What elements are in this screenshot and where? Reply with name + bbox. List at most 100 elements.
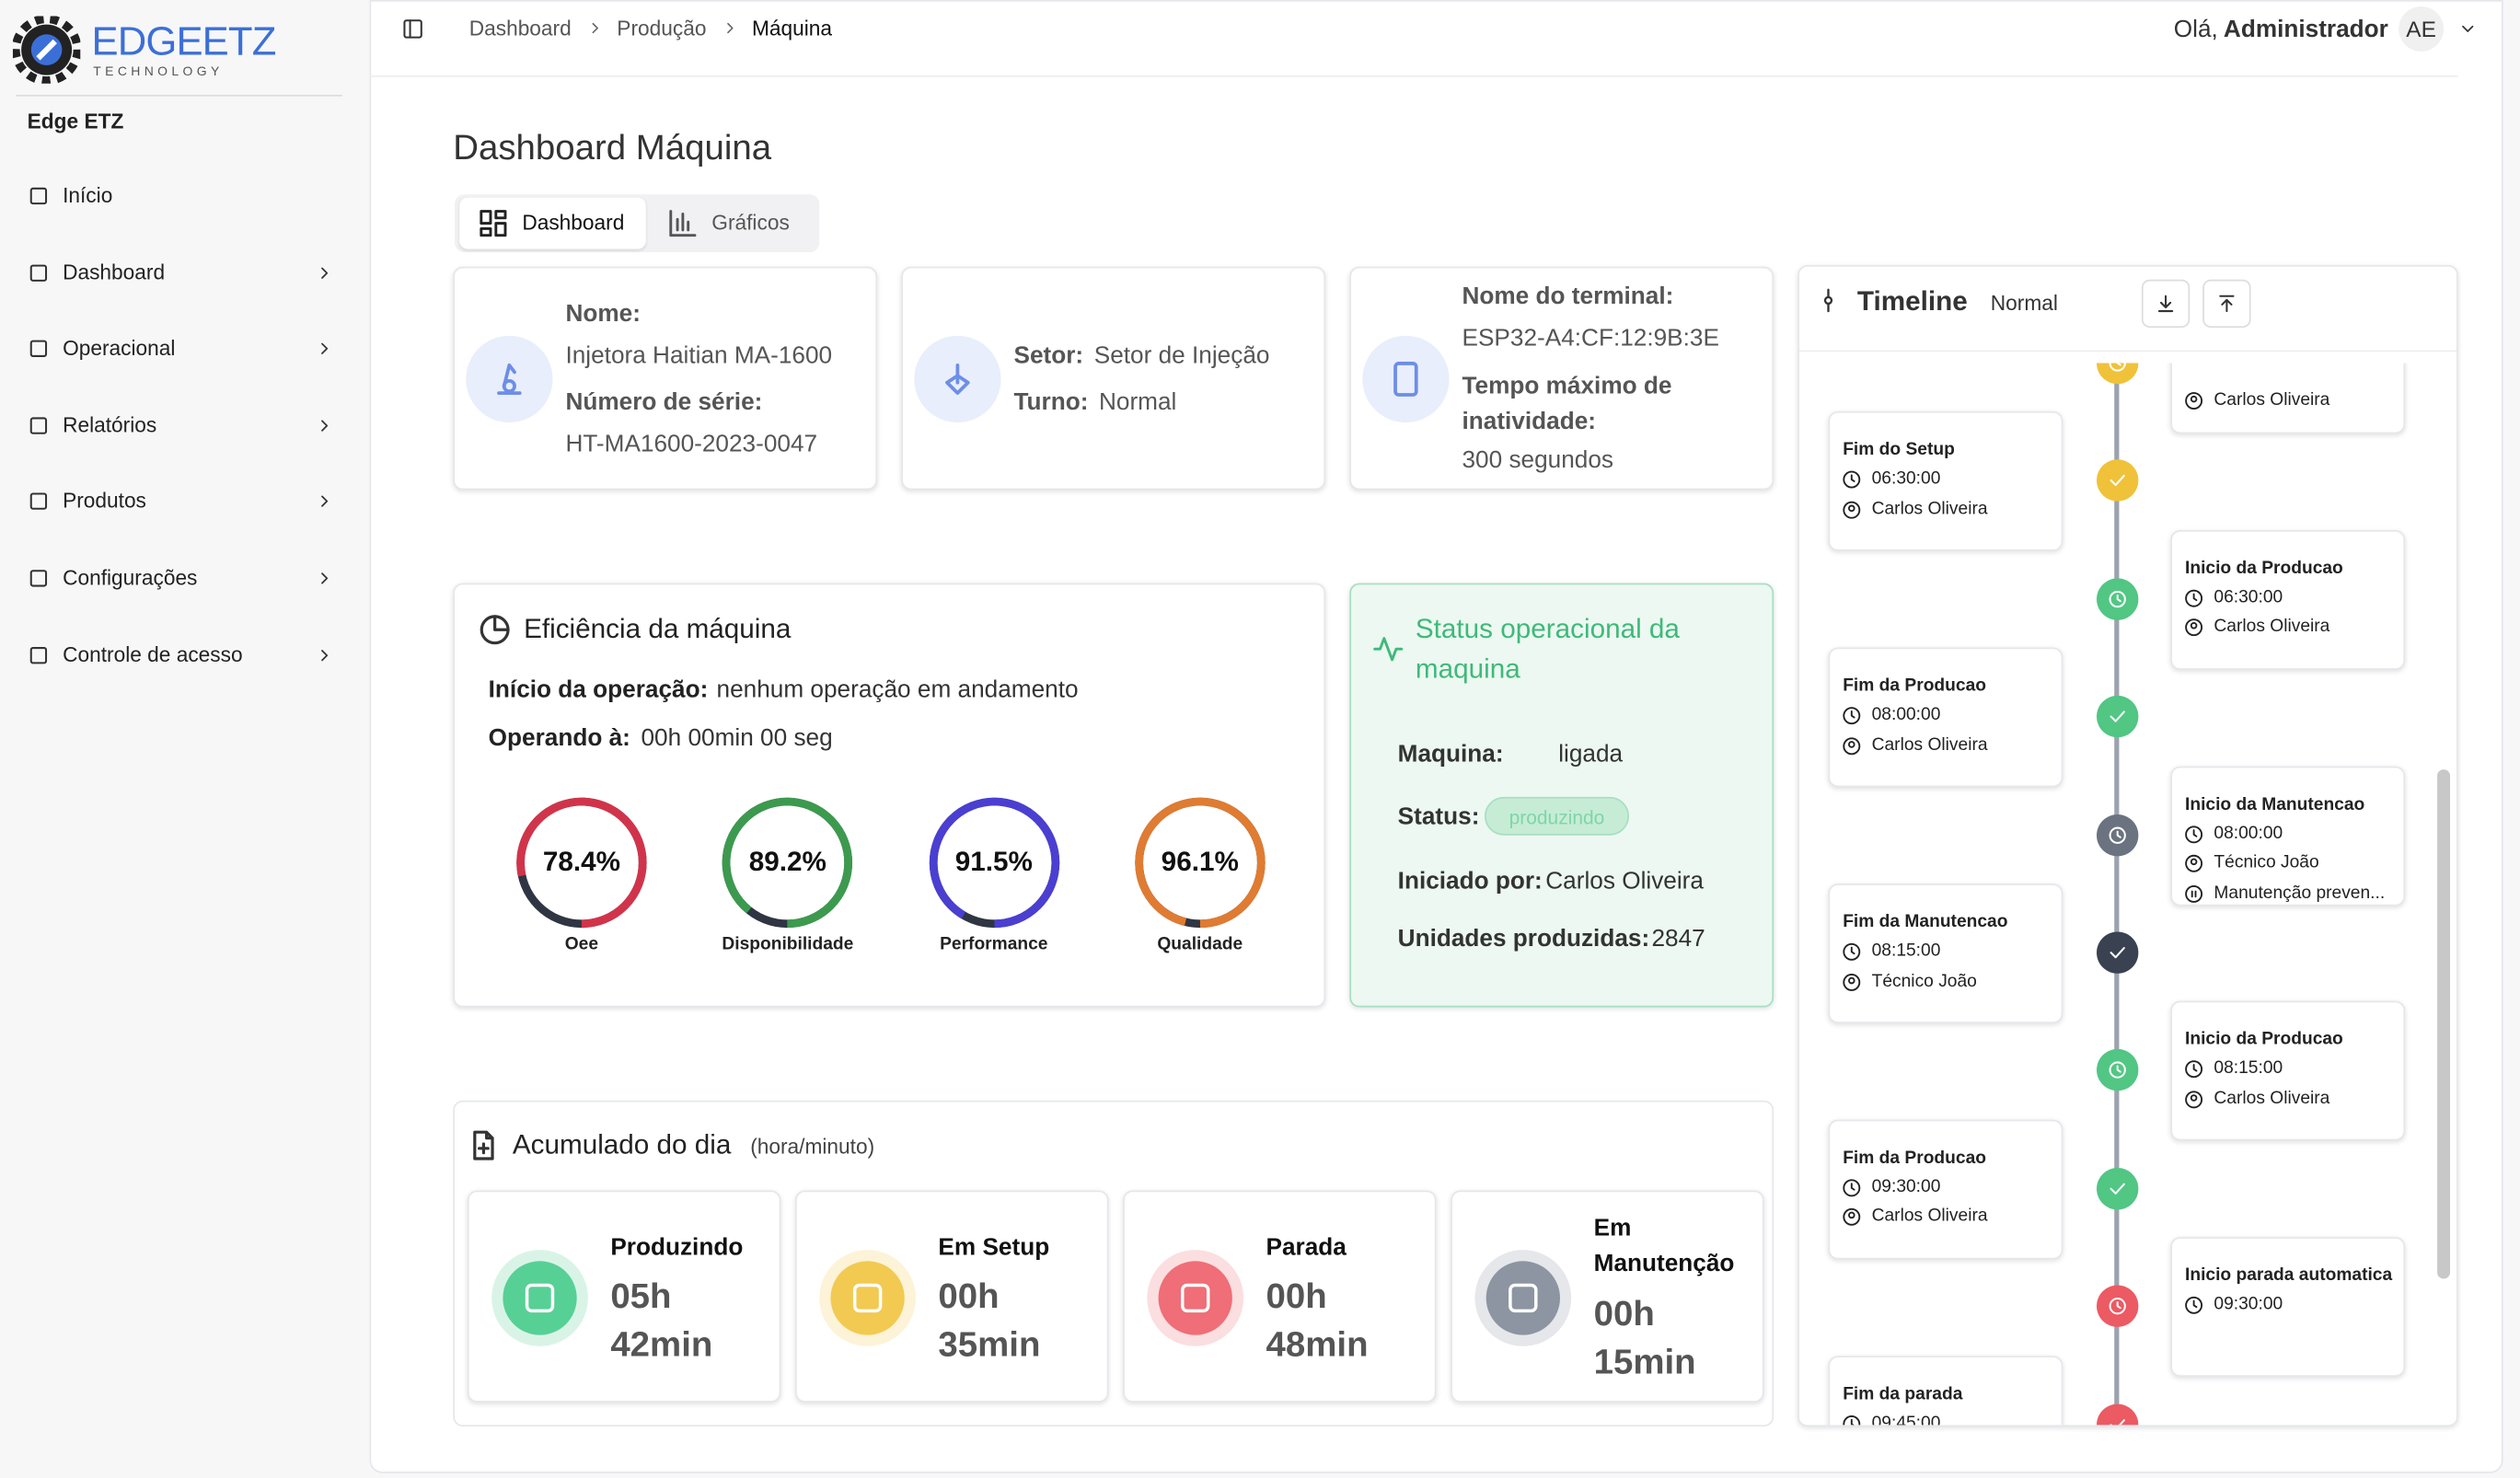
icon <box>1823 288 1833 313</box>
info-text: Nome: <box>565 300 641 329</box>
icon <box>2110 1183 2125 1195</box>
timeline-dot <box>2097 1167 2139 1210</box>
icon <box>2462 25 2474 32</box>
timeline-event: Inicio da Manutencao 08:00:00 Técnico João… <box>2170 765 2406 906</box>
info-card: Nome: Injetora Haitian MA-1600 Número de s… <box>453 266 878 491</box>
icon <box>321 572 329 584</box>
icon <box>321 267 329 279</box>
icon <box>1843 942 1861 961</box>
timeline-event: Carlos Oliveira <box>2170 363 2406 434</box>
icon-bg <box>1362 335 1450 423</box>
gauge-value: 96.1% <box>1161 846 1239 878</box>
icon <box>2157 294 2174 313</box>
icon <box>2185 1060 2203 1079</box>
value: Carlos Oliveira <box>1545 867 1704 895</box>
icon-circle <box>1158 1261 1232 1335</box>
brand-name: EDGEETZ <box>91 18 276 64</box>
event-user: Carlos Oliveira <box>2214 390 2330 410</box>
value: ligada <box>1558 740 1624 768</box>
brand-sub: TECHNOLOGY <box>93 64 224 79</box>
nav-item[interactable]: Dashboard <box>63 260 166 284</box>
icon <box>29 417 48 434</box>
icon <box>29 647 48 664</box>
divider <box>16 94 342 97</box>
tab[interactable]: Gráficos <box>711 210 790 235</box>
tab[interactable]: Dashboard <box>522 210 625 235</box>
icon <box>1843 707 1861 725</box>
value: nenhum operação em andamento <box>716 675 1079 704</box>
event-title: Fim da Manutencao <box>1843 912 2008 932</box>
accumulated-card: Acumulado do dia (hora/minuto) Produzindo 0… <box>453 1100 1774 1427</box>
nav-item[interactable]: Configurações <box>63 565 198 590</box>
icon <box>497 363 522 395</box>
event-title: Fim do Setup <box>1843 440 1955 460</box>
timeline-event: Fim da Producao 09:30:00 Carlos Oliveira <box>1828 1119 2063 1260</box>
icon <box>2110 710 2125 722</box>
gauge-value: 91.5% <box>954 846 1033 878</box>
breadcrumb[interactable]: Produção <box>617 16 707 40</box>
gauge <box>929 797 1059 929</box>
event-title: Fim da parada <box>1843 1383 1963 1403</box>
initials: AE <box>2406 16 2436 42</box>
nav-item[interactable]: Relatórios <box>63 412 157 437</box>
label: Operando à: <box>488 724 630 752</box>
info-text: HT-MA1600-2023-0047 <box>565 430 818 458</box>
status-pill: produzindo <box>1484 796 1630 836</box>
user-name: Administrador <box>2223 16 2388 44</box>
event-user: Técnico João <box>1871 971 1977 991</box>
icon <box>525 1283 555 1313</box>
timeline-axis <box>2114 363 2120 1426</box>
icon <box>2110 1418 2125 1426</box>
breadcrumb[interactable]: Dashboard <box>468 16 572 40</box>
icon <box>29 187 48 205</box>
gauge-arc <box>516 797 647 929</box>
stat-label: Parada <box>1266 1233 1347 1262</box>
event-time: 09:45:00 <box>1871 1413 1941 1427</box>
event-user: Carlos Oliveira <box>2214 1089 2330 1109</box>
page-title: Dashboard Máquina <box>453 126 772 167</box>
icon <box>2185 884 2203 903</box>
stat-card: Em Manutenção 00h 15min <box>1451 1190 1764 1403</box>
info-card: Nome do terminal: ESP32-A4:CF:12:9B:3E 300… <box>1349 266 1774 491</box>
icon-circle <box>830 1261 905 1335</box>
stat-label: Produzindo <box>610 1233 744 1262</box>
avatar[interactable]: AE <box>2399 6 2445 52</box>
card-title: Status operacional da maquina <box>1415 613 1680 685</box>
icon <box>2110 947 2125 959</box>
icon <box>1181 1283 1210 1313</box>
icon <box>2109 590 2126 607</box>
icon <box>321 650 329 662</box>
unit: (hora/minuto) <box>750 1134 875 1159</box>
header-line <box>369 75 2458 77</box>
timeline-dot <box>2097 459 2139 502</box>
nav-item[interactable]: Produtos <box>63 488 146 513</box>
stat-minutes: 48min <box>1266 1323 1369 1365</box>
icon <box>2109 1062 2126 1080</box>
event-note: Manutenção preven... <box>2214 883 2386 903</box>
icon <box>480 210 507 237</box>
event-user: Carlos Oliveira <box>2214 617 2330 637</box>
gauge <box>722 797 853 929</box>
timeline-dot <box>2097 931 2139 974</box>
icon <box>1509 1283 1538 1313</box>
nav-item[interactable]: Controle de acesso <box>63 642 243 667</box>
info-text: Nome do terminal: <box>1462 283 1674 310</box>
icon <box>2185 589 2203 607</box>
gauge-arc <box>929 797 1059 929</box>
card-title: Eficiência da máquina <box>524 613 792 644</box>
event-time: 06:30:00 <box>2214 587 2283 607</box>
gauge-name: Disponibilidade <box>722 934 854 954</box>
stat-card: Produzindo 05h 42min <box>467 1190 781 1403</box>
icon-button[interactable] <box>2141 279 2191 329</box>
icon <box>2185 825 2203 843</box>
gauge <box>1135 797 1266 929</box>
scrollbar <box>2437 769 2451 1279</box>
stat-minutes: 35min <box>938 1323 1041 1365</box>
event-title: Inicio da Producao <box>2185 1030 2343 1050</box>
event-title: Fim da Producao <box>1843 1148 1986 1168</box>
nav-item[interactable]: Início <box>63 182 113 208</box>
nav-item[interactable]: Operacional <box>63 335 176 361</box>
greeting: Olá, <box>2173 16 2218 44</box>
icon-button[interactable] <box>2202 279 2251 329</box>
